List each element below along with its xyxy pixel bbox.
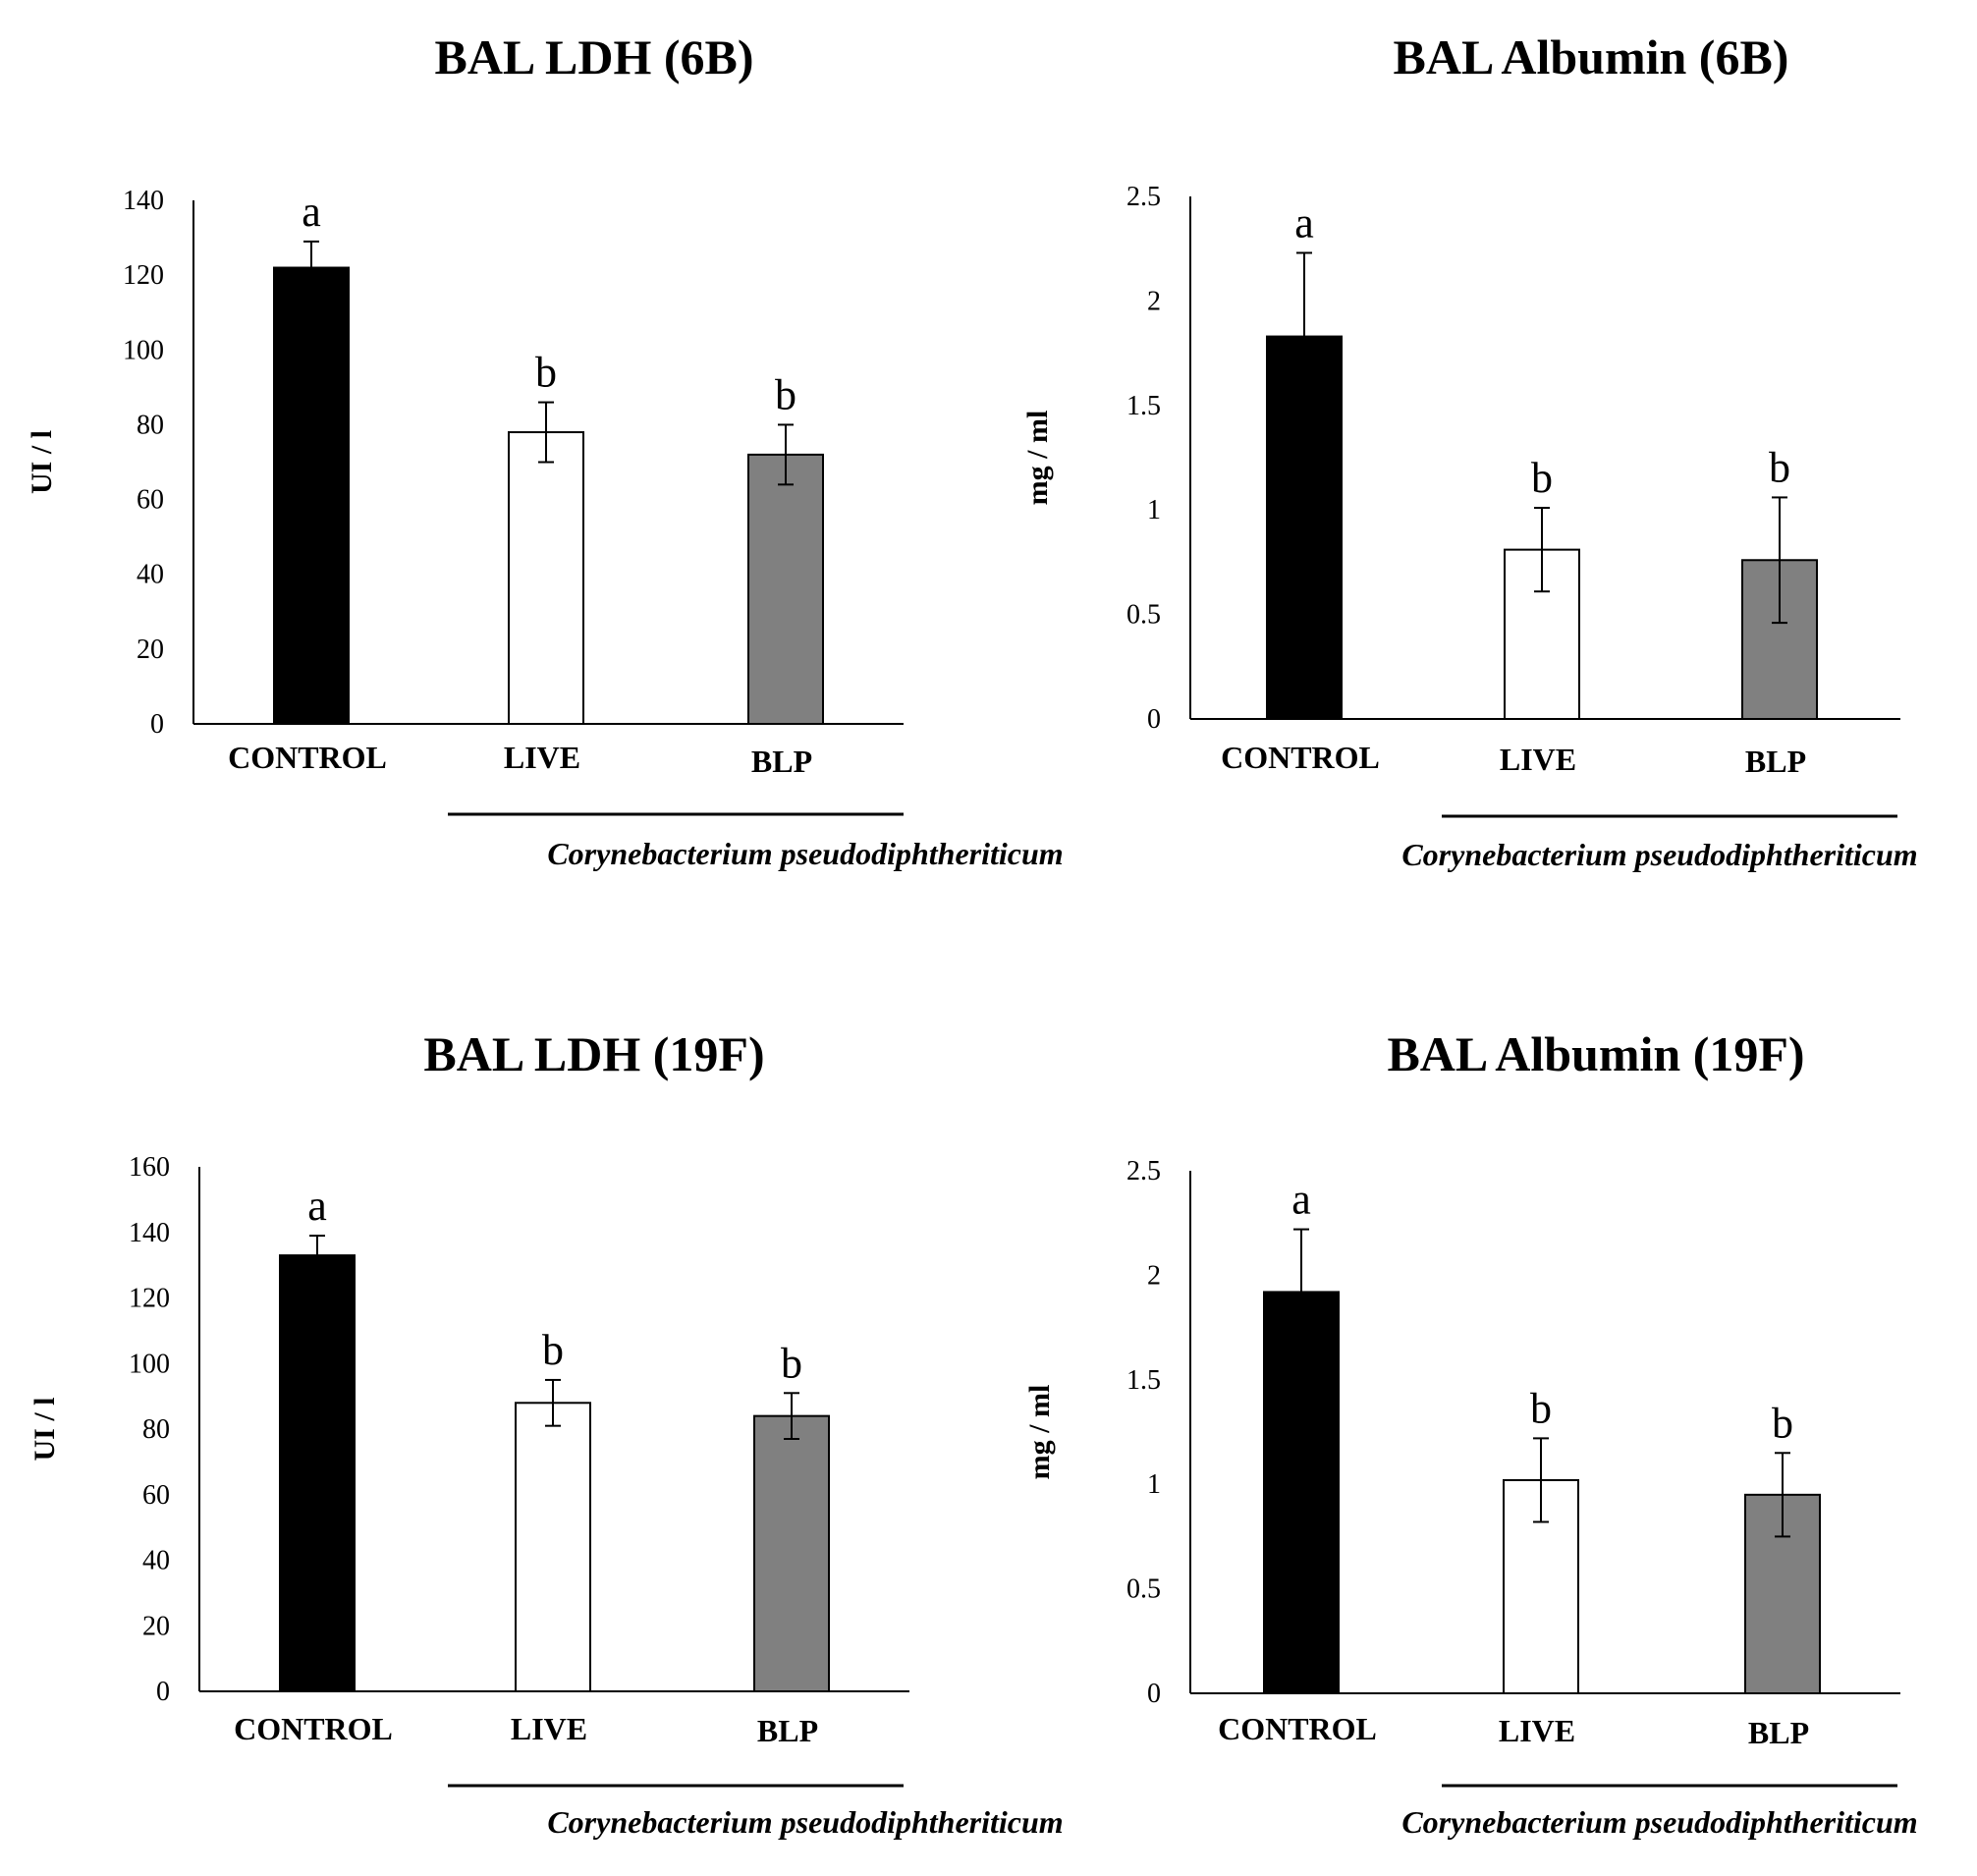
chart-1-category-label: LIVE [504,740,580,775]
chart-3-significance-label: b [781,1339,802,1387]
chart-3-y-tick-label: 140 [129,1218,170,1248]
chart-3-title: BAL LDH (19F) [423,1026,764,1081]
chart-3-y-axis-label: UI / l [28,1397,61,1461]
chart-4-group-label: Corynebacterium pseudodiphtheriticum [1401,1804,1917,1840]
chart-1-category-label: BLP [751,744,812,779]
chart-4-y-axis-label: mg / ml [1023,1385,1056,1480]
chart-3-y-tick-label: 120 [129,1284,170,1314]
chart-1-y-tick-label: 80 [137,410,164,440]
chart-3-y-tick-label: 80 [142,1414,170,1445]
chart-1-significance-label: a [302,188,321,236]
chart-2-y-tick-label: 2.5 [1126,182,1161,212]
chart-1-bar-blp [747,453,824,725]
chart-3-y-tick-label: 60 [142,1480,170,1511]
chart-2-y-tick-label: 1 [1147,495,1161,525]
chart-2-significance-label: b [1531,454,1553,502]
chart-4-y-tick-label: 1 [1147,1469,1161,1500]
chart-3-y-tick-label: 160 [129,1152,170,1183]
chart-1-category-label: CONTROL [228,740,387,775]
chart-1-y-tick-label: 40 [137,560,164,590]
chart-1-y-tick-label: 140 [123,186,164,216]
chart-4-category-label: BLP [1748,1715,1809,1750]
chart-1-y-tick-label: 100 [123,335,164,365]
chart-3-significance-label: a [307,1182,327,1230]
chart-2-y-tick-label: 1.5 [1126,391,1161,421]
chart-4-significance-label: a [1291,1176,1311,1224]
chart-4-bar-control [1263,1291,1340,1694]
chart-2-category-label: CONTROL [1221,740,1380,775]
chart-2-category-label: BLP [1745,744,1806,779]
chart-3-y-tick-label: 40 [142,1546,170,1576]
chart-3-y-tick-label: 0 [156,1677,170,1707]
chart-4-y-tick-label: 0.5 [1126,1574,1161,1605]
chart-1-significance-label: b [775,370,796,418]
chart-3-bar-blp [753,1414,830,1693]
chart-1-bar-control [273,266,350,725]
chart-4-title: BAL Albumin (19F) [1387,1026,1804,1081]
chart-4-category-label: CONTROL [1218,1711,1377,1746]
chart-4-y-tick-label: 0 [1147,1679,1161,1709]
chart-3-bar-live [515,1402,591,1693]
chart-1-y-tick-label: 120 [123,260,164,291]
chart-2-y-tick-label: 0 [1147,704,1161,735]
chart-2-category-label: LIVE [1500,742,1576,777]
chart-1-significance-label: b [535,349,557,397]
chart-2-group-label: Corynebacterium pseudodiphtheriticum [1401,837,1917,872]
chart-2-significance-label: a [1294,198,1314,247]
chart-4-category-label: LIVE [1499,1713,1575,1748]
chart-1-y-tick-label: 20 [137,635,164,665]
chart-1-title: BAL LDH (6B) [434,29,753,84]
chart-2-y-tick-label: 2 [1147,286,1161,316]
chart-4-y-tick-label: 2 [1147,1260,1161,1291]
chart-4-y-tick-label: 2.5 [1126,1156,1161,1186]
chart-1-bar-live [508,431,584,725]
chart-3-category-label: CONTROL [234,1711,393,1746]
chart-1-group-label: Corynebacterium pseudodiphtheriticum [547,836,1063,871]
chart-3-significance-label: b [542,1326,564,1374]
chart-2-significance-label: b [1769,443,1790,491]
chart-1-y-tick-label: 0 [150,709,164,740]
chart-3-y-tick-label: 100 [129,1349,170,1379]
chart-4-significance-label: b [1530,1384,1552,1432]
chart-4-significance-label: b [1772,1399,1793,1447]
chart-2-y-tick-label: 0.5 [1126,600,1161,631]
chart-3-y-tick-label: 20 [142,1611,170,1641]
chart-2-title: BAL Albumin (6B) [1394,29,1789,84]
chart-3-bar-control [279,1254,356,1693]
chart-1-y-axis-label: UI / l [26,430,58,494]
chart-3-category-label: BLP [757,1713,818,1748]
chart-1-y-tick-label: 60 [137,485,164,516]
chart-4-y-tick-label: 1.5 [1126,1365,1161,1396]
chart-3-group-label: Corynebacterium pseudodiphtheriticum [547,1804,1063,1840]
chart-3-category-label: LIVE [511,1711,587,1746]
chart-2-y-axis-label: mg / ml [1021,411,1054,506]
